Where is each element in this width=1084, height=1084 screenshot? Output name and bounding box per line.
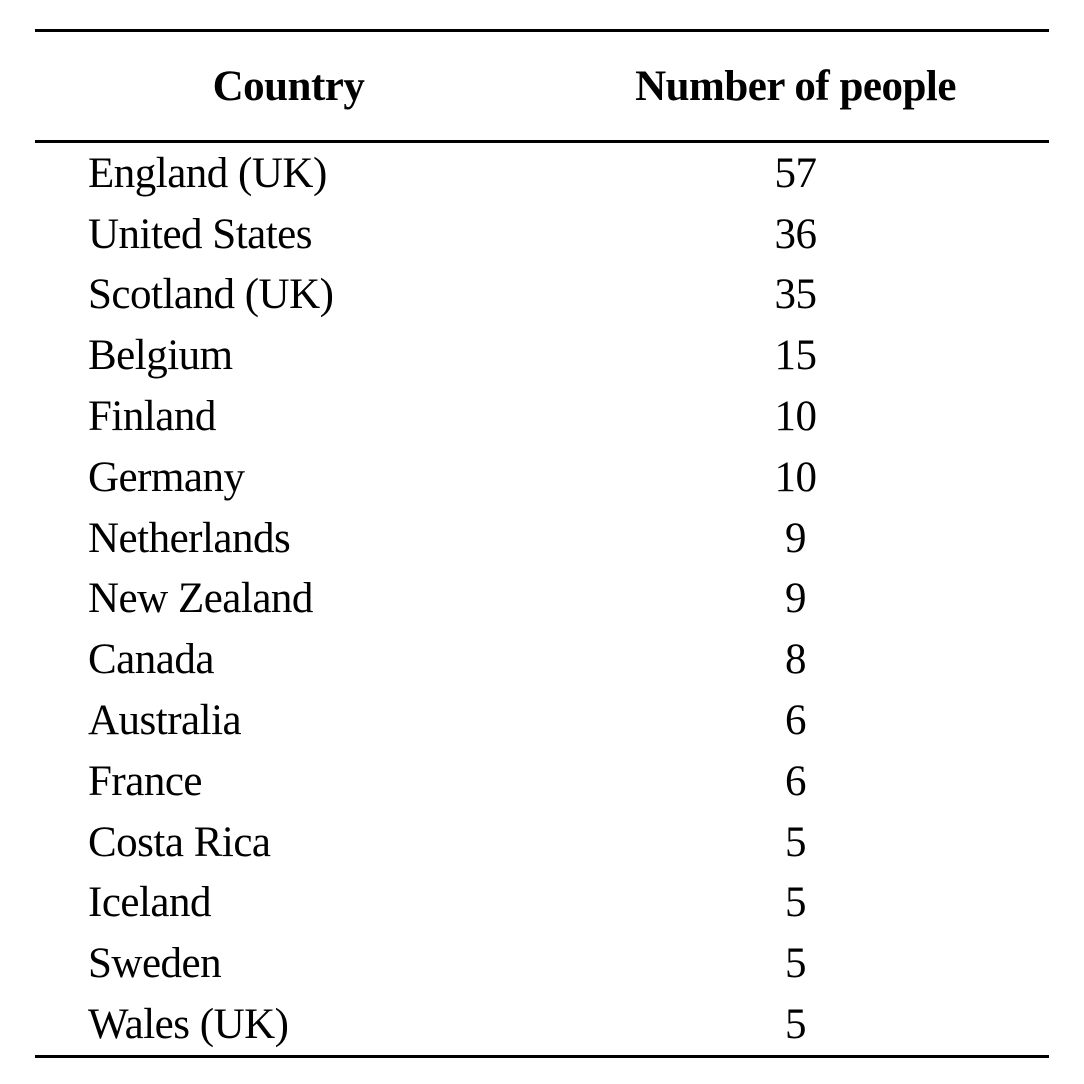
table-row: Canada 8 <box>35 629 1049 690</box>
count-cell: 6 <box>785 757 807 805</box>
header-number-of-people: Number of people <box>542 30 1049 143</box>
country-cell: Scotland (UK) <box>88 271 334 319</box>
count-cell: 9 <box>785 575 807 623</box>
count-cell: 5 <box>785 1001 807 1049</box>
country-cell: United States <box>88 210 313 258</box>
table-row: Costa Rica 5 <box>35 812 1049 873</box>
count-cell: 35 <box>774 271 818 319</box>
country-cell: Netherlands <box>88 514 291 562</box>
header-country: Country <box>35 30 542 143</box>
count-cell: 57 <box>774 149 818 197</box>
table-row: Scotland (UK) 35 <box>35 265 1049 326</box>
country-cell: Finland <box>88 393 216 441</box>
table-row: Australia 6 <box>35 690 1049 751</box>
country-cell: Belgium <box>88 332 233 380</box>
count-cell: 36 <box>774 210 818 258</box>
country-cell: Germany <box>88 453 245 501</box>
country-cell: Canada <box>88 636 214 684</box>
country-cell: Costa Rica <box>88 818 271 866</box>
table-header: Country Number of people <box>35 30 1049 143</box>
table-row: Iceland 5 <box>35 873 1049 934</box>
count-cell: 10 <box>774 453 818 501</box>
country-cell: New Zealand <box>88 575 313 623</box>
country-people-table: Country Number of people England (UK) 57 U… <box>35 29 1049 1058</box>
header-row: Country Number of people <box>35 30 1049 143</box>
table-body: England (UK) 57 United States 36 Scotland (U… <box>35 142 1049 1057</box>
table-row: Netherlands 9 <box>35 508 1049 569</box>
count-cell: 6 <box>785 697 807 745</box>
table-row: New Zealand 9 <box>35 569 1049 630</box>
country-cell: Iceland <box>88 879 212 927</box>
table-row: Finland 10 <box>35 386 1049 447</box>
table-row: Sweden 5 <box>35 933 1049 994</box>
table-row: Wales (UK) 5 <box>35 994 1049 1056</box>
count-cell: 8 <box>785 636 807 684</box>
count-cell: 5 <box>785 879 807 927</box>
country-cell: Australia <box>88 697 242 745</box>
table-row: Germany 10 <box>35 447 1049 508</box>
country-cell: England (UK) <box>88 149 327 197</box>
count-cell: 5 <box>785 940 807 988</box>
country-cell: Sweden <box>88 940 222 988</box>
count-cell: 5 <box>785 818 807 866</box>
country-cell: France <box>88 757 203 805</box>
table-row: Belgium 15 <box>35 325 1049 386</box>
table-row: England (UK) 57 <box>35 142 1049 204</box>
table-row: United States 36 <box>35 204 1049 265</box>
table-row: France 6 <box>35 751 1049 812</box>
count-cell: 15 <box>774 332 818 380</box>
country-cell: Wales (UK) <box>88 1001 289 1049</box>
count-cell: 10 <box>774 393 818 441</box>
count-cell: 9 <box>785 514 807 562</box>
